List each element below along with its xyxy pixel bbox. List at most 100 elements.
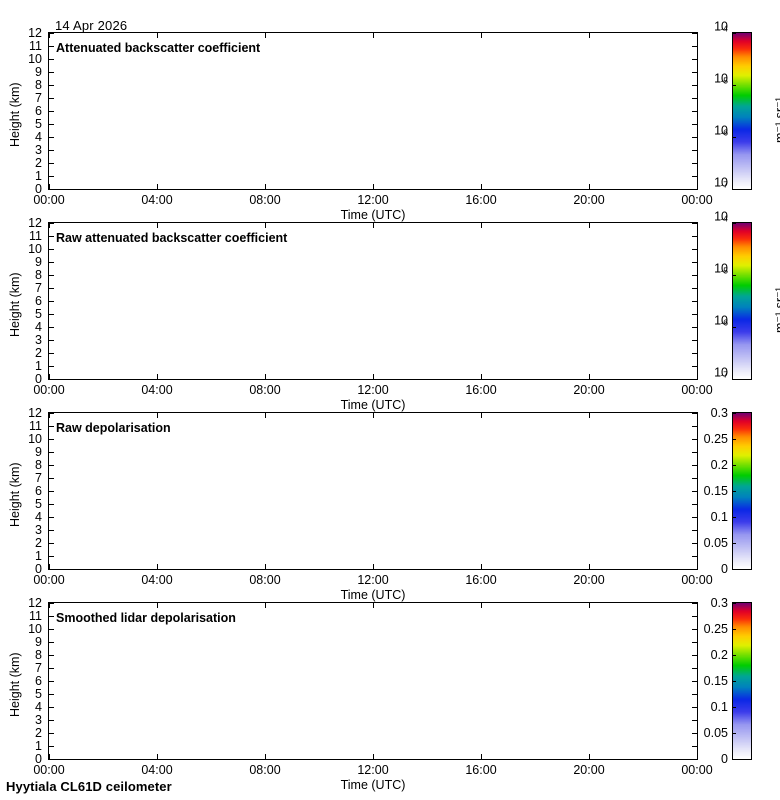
x-tick-mark xyxy=(480,223,482,228)
x-tick-mark xyxy=(480,374,482,379)
y-tick-mark xyxy=(49,602,54,604)
y-tick-label: 8 xyxy=(35,267,42,282)
y-tick-mark xyxy=(692,667,697,669)
x-tick-mark xyxy=(372,223,374,228)
y-axis-labels: 0 1 2 3 4 5 6 7 8 9 10 11 12 xyxy=(2,597,46,765)
x-tick-mark xyxy=(588,33,590,38)
y-tick-label: 3 xyxy=(35,522,42,537)
y-tick-mark xyxy=(692,628,697,630)
x-tick-mark xyxy=(588,603,590,608)
colorbar-tick-label: 0 xyxy=(721,561,728,576)
colorbar-tick-mark xyxy=(732,654,736,656)
x-tick-mark xyxy=(264,184,266,189)
y-tick-label: 0 xyxy=(35,751,42,766)
x-tick-label: 16:00 xyxy=(465,763,497,777)
y-tick-mark xyxy=(49,300,54,302)
colorbar-tick-mantissa: 10 xyxy=(714,261,728,276)
y-tick-label: 11 xyxy=(29,608,42,623)
x-tick-mark xyxy=(696,33,698,38)
y-tick-label: 9 xyxy=(35,64,42,79)
x-axis-title: Time (UTC) xyxy=(340,778,406,792)
colorbar-tick-mantissa: 10 xyxy=(714,123,728,138)
colorbar-tick-mark xyxy=(732,188,736,190)
y-tick-mark xyxy=(49,97,54,99)
y-tick-mark xyxy=(692,58,697,60)
x-tick-mark xyxy=(156,413,158,418)
colorbar-tick-mark xyxy=(732,568,736,570)
y-tick-label: 8 xyxy=(35,647,42,662)
colorbar-tick-label: 0.15 xyxy=(703,673,728,688)
x-tick-mark xyxy=(696,223,698,228)
y-axis-title: Height (km) xyxy=(8,462,22,527)
y-tick-mark xyxy=(49,339,54,341)
y-tick-label: 5 xyxy=(35,116,42,131)
x-tick-mark xyxy=(588,413,590,418)
y-tick-mark xyxy=(49,412,54,414)
x-tick-mark xyxy=(372,413,374,418)
colorbar-gradient xyxy=(733,33,751,189)
y-tick-mark xyxy=(49,451,54,453)
y-tick-mark xyxy=(692,542,697,544)
x-tick-mark xyxy=(48,603,50,608)
y-tick-mark xyxy=(49,568,54,570)
y-axis-title: Height (km) xyxy=(8,652,22,717)
x-tick-mark xyxy=(372,33,374,38)
y-tick-label: 4 xyxy=(35,319,42,334)
colorbar-tick-mark xyxy=(732,516,736,518)
y-tick-mark xyxy=(692,365,697,367)
y-tick-label: 12 xyxy=(28,595,42,610)
colorbar-tick-label: 0.3 xyxy=(710,595,728,610)
y-tick-mark xyxy=(49,84,54,86)
y-tick-mark xyxy=(49,667,54,669)
x-tick-mark xyxy=(696,184,698,189)
plot-frame xyxy=(48,412,698,570)
y-tick-mark xyxy=(692,45,697,47)
y-tick-mark xyxy=(49,274,54,276)
y-tick-mark xyxy=(692,451,697,453)
y-tick-mark xyxy=(49,477,54,479)
y-axis-title: Height (km) xyxy=(8,82,22,147)
y-tick-label: 2 xyxy=(35,345,42,360)
x-tick-mark xyxy=(48,223,50,228)
colorbar-tick-mark xyxy=(732,542,736,544)
x-tick-mark xyxy=(372,564,374,569)
x-tick-mark xyxy=(156,33,158,38)
y-tick-mark xyxy=(692,425,697,427)
y-tick-mark xyxy=(49,425,54,427)
y-tick-mark xyxy=(692,615,697,617)
y-tick-mark xyxy=(692,732,697,734)
colorbar-tick-mantissa: 10 xyxy=(714,365,728,380)
x-tick-mark xyxy=(264,603,266,608)
y-tick-mark xyxy=(692,136,697,138)
colorbar-tick-exponent: -7 xyxy=(720,369,728,380)
x-axis-labels: 00:00 04:00 08:00 12:00 16:00 20:00 00:00 xyxy=(33,572,712,588)
x-tick-mark xyxy=(480,564,482,569)
colorbar-tick-label: 10 -5 xyxy=(714,72,728,92)
x-tick-mark xyxy=(156,374,158,379)
y-tick-mark xyxy=(49,615,54,617)
x-tick-label: 08:00 xyxy=(249,763,281,777)
colorbar-attenuated-backscatter xyxy=(732,32,752,190)
y-tick-mark xyxy=(49,464,54,466)
y-tick-mark xyxy=(49,58,54,60)
y-tick-mark xyxy=(692,248,697,250)
x-tick-mark xyxy=(48,184,50,189)
colorbar-unit-label: m⁻¹ sr⁻¹ xyxy=(773,97,780,143)
x-axis-title: Time (UTC) xyxy=(340,588,406,602)
y-tick-mark xyxy=(49,326,54,328)
y-tick-label: 0 xyxy=(35,561,42,576)
y-tick-label: 6 xyxy=(35,293,42,308)
y-tick-mark xyxy=(49,162,54,164)
y-tick-mark xyxy=(692,235,697,237)
x-tick-mark xyxy=(264,754,266,759)
colorbar-tick-exponent: -6 xyxy=(720,317,728,328)
colorbar-tick-mark xyxy=(732,378,736,380)
x-tick-mark xyxy=(48,33,50,38)
x-axis-labels: 00:00 04:00 08:00 12:00 16:00 20:00 00:00 xyxy=(33,192,712,208)
x-tick-mark xyxy=(480,33,482,38)
y-tick-mark xyxy=(49,745,54,747)
x-tick-mark xyxy=(156,603,158,608)
y-tick-label: 11 xyxy=(29,38,42,53)
colorbar-tick-exponent: -5 xyxy=(720,265,728,276)
